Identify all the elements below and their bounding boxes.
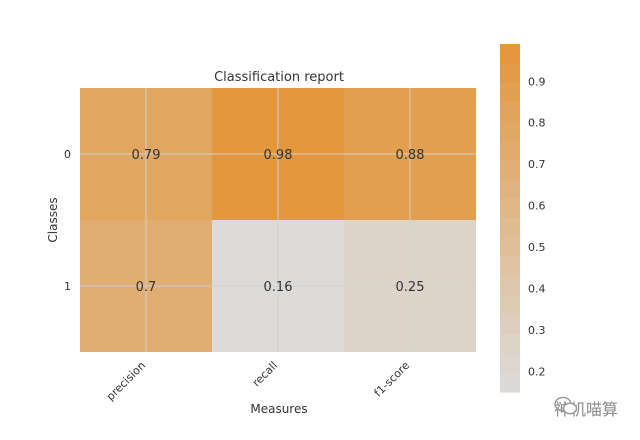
colorbar-segment bbox=[500, 102, 520, 122]
colorbar-segment bbox=[500, 353, 520, 374]
colorbar-segment bbox=[500, 334, 520, 354]
colorbar-segment bbox=[500, 372, 520, 393]
colorbar-tick-label: 0.4 bbox=[528, 282, 546, 295]
colorbar-segment bbox=[500, 160, 520, 180]
cell-value-label: 0.16 bbox=[264, 280, 293, 295]
colorbar-segment bbox=[500, 276, 520, 296]
colorbar-segment bbox=[500, 198, 520, 219]
colorbar-segment bbox=[500, 121, 520, 142]
cell-value-label: 0.98 bbox=[264, 148, 293, 163]
colorbar-segment bbox=[500, 63, 520, 84]
colorbar: 0.2 0.3 0.4 0.5 0.6 0.7 0.8 0.9 bbox=[500, 44, 546, 393]
x-tick-label: precision bbox=[104, 359, 148, 403]
y-axis-label: Classes bbox=[46, 197, 60, 242]
colorbar-segment bbox=[500, 295, 520, 316]
y-tick-labels: 01 bbox=[64, 148, 71, 293]
x-tick-label: recall bbox=[250, 359, 280, 389]
gridlines bbox=[80, 88, 476, 352]
cell-value-label: 0.25 bbox=[396, 280, 425, 295]
colorbar-segment bbox=[500, 237, 520, 258]
cell-value-label: 0.7 bbox=[136, 280, 157, 295]
cell-value-label: 0.88 bbox=[396, 148, 425, 163]
cell-labels: 0.79 0.98 0.88 0.7 0.16 0.25 bbox=[132, 148, 425, 295]
cell-value-label: 0.79 bbox=[132, 148, 161, 163]
colorbar-tick-label: 0.2 bbox=[528, 365, 546, 378]
colorbar-segment bbox=[500, 218, 520, 238]
colorbar-segment bbox=[500, 140, 520, 161]
x-tick-label: f1-score bbox=[372, 359, 413, 400]
colorbar-segment bbox=[500, 314, 520, 335]
colorbar-tick-label: 0.8 bbox=[528, 117, 546, 130]
y-tick-label: 0 bbox=[64, 148, 71, 161]
colorbar-tick-label: 0.5 bbox=[528, 241, 546, 254]
x-tick-labels: precision recall f1-score bbox=[104, 359, 412, 403]
y-tick-label: 1 bbox=[64, 280, 71, 293]
colorbar-segment bbox=[500, 82, 520, 103]
colorbar-segment bbox=[500, 179, 520, 200]
chart-title: Classification report bbox=[214, 70, 344, 85]
colorbar-segment bbox=[500, 44, 520, 64]
colorbar-tick-label: 0.7 bbox=[528, 158, 546, 171]
watermark: 神机喵算 bbox=[554, 396, 618, 420]
colorbar-tick-label: 0.6 bbox=[528, 200, 546, 213]
colorbar-tick-label: 0.3 bbox=[528, 324, 546, 337]
colorbar-segment bbox=[500, 256, 520, 277]
colorbar-tick-label: 0.9 bbox=[528, 75, 546, 88]
wechat-icon bbox=[554, 396, 578, 415]
x-axis-label: Measures bbox=[250, 402, 307, 416]
